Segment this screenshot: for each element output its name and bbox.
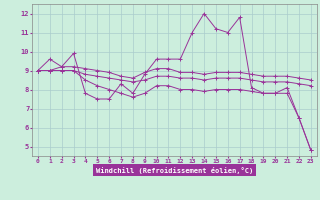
X-axis label: Windchill (Refroidissement éolien,°C): Windchill (Refroidissement éolien,°C) — [96, 167, 253, 174]
